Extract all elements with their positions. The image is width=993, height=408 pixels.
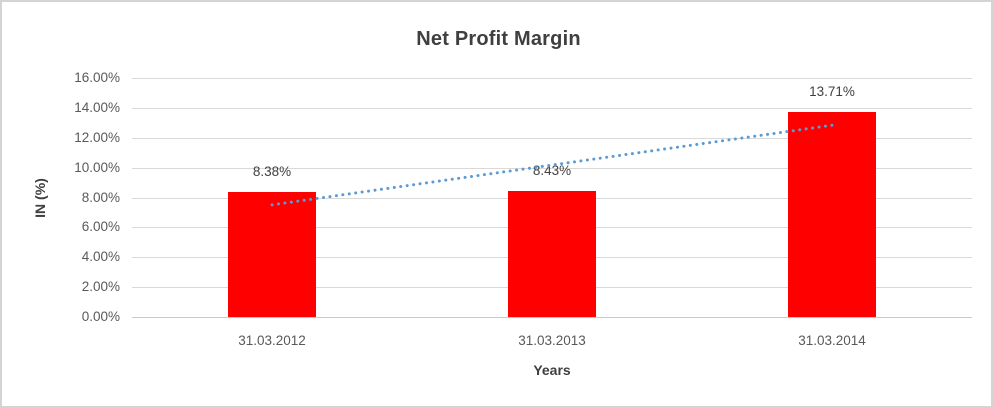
x-axis-line <box>132 317 972 318</box>
bar-data-label: 13.71% <box>809 84 855 100</box>
y-tick-label: 4.00% <box>81 249 120 264</box>
x-axis-title: Years <box>533 362 571 378</box>
y-tick-label: 14.00% <box>74 100 120 115</box>
bar-data-label: 8.43% <box>532 163 572 179</box>
category-label: 31.03.2014 <box>798 333 866 348</box>
bar <box>228 191 316 317</box>
y-tick-label: 6.00% <box>81 219 120 234</box>
y-tick-label: 0.00% <box>81 309 120 324</box>
y-tick-label: 16.00% <box>74 70 120 85</box>
y-tick-label: 8.00% <box>81 190 120 205</box>
y-tick-label: 2.00% <box>81 279 120 294</box>
bar <box>788 112 876 317</box>
y-tick-label: 10.00% <box>74 160 120 175</box>
bar-data-label: 8.38% <box>252 163 292 179</box>
category-label: 31.03.2012 <box>238 333 306 348</box>
gridline <box>132 108 972 109</box>
gridline <box>132 78 972 79</box>
chart-title: Net Profit Margin <box>416 28 581 50</box>
category-label: 31.03.2013 <box>518 333 586 348</box>
bar <box>508 191 596 317</box>
y-tick-label: 12.00% <box>74 130 120 145</box>
